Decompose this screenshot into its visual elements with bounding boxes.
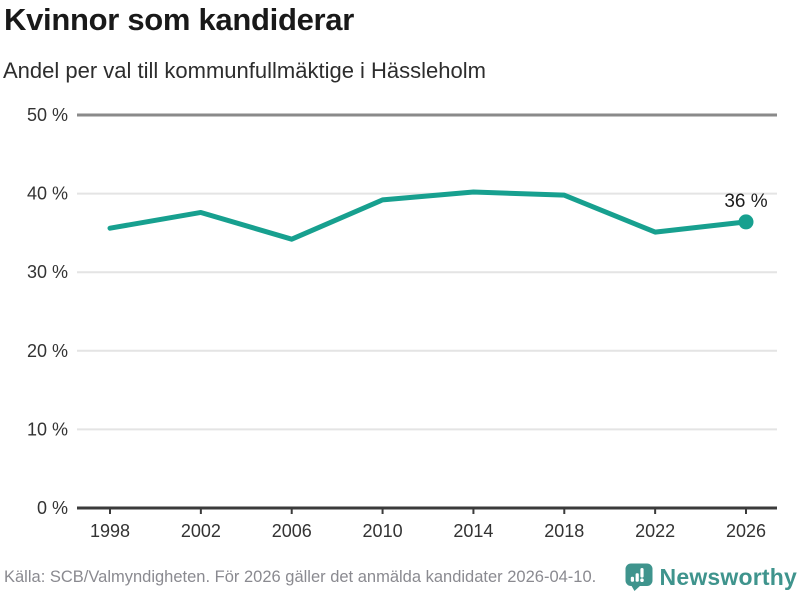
x-tick-label: 1998 <box>90 521 130 541</box>
x-tick-label: 2010 <box>363 521 403 541</box>
chart-title: Kvinnor som kandiderar <box>4 2 354 37</box>
y-tick-label: 50 % <box>27 105 68 125</box>
newsworthy-logo: Newsworthy <box>625 563 797 591</box>
x-tick-label: 2018 <box>544 521 584 541</box>
x-tick-label: 2026 <box>726 521 766 541</box>
y-tick-label: 30 % <box>27 262 68 282</box>
y-tick-label: 0 % <box>37 498 68 518</box>
chart-subtitle: Andel per val till kommunfullmäktige i H… <box>3 58 486 83</box>
chart-footer: Källa: SCB/Valmyndigheten. För 2026 gäll… <box>0 555 800 600</box>
x-tick-label: 2014 <box>453 521 493 541</box>
line-chart: 0 % 10 % 20 % 30 % 40 % 50 % 1998 2002 2006 2010 2… <box>27 105 777 541</box>
x-tick-label: 2002 <box>181 521 221 541</box>
end-point-dot <box>738 214 754 230</box>
end-value-label: 36 % <box>724 191 767 212</box>
x-tick-label: 2022 <box>635 521 675 541</box>
newsworthy-chart-bubble-icon <box>625 563 653 591</box>
y-tick-label: 10 % <box>27 419 68 439</box>
y-tick-label: 20 % <box>27 341 68 361</box>
data-series-line <box>107 189 749 242</box>
source-note: Källa: SCB/Valmyndigheten. För 2026 gäll… <box>4 568 597 586</box>
x-tick-label: 2006 <box>272 521 312 541</box>
newsworthy-wordmark: Newsworthy <box>659 563 797 590</box>
y-tick-label: 40 % <box>27 184 68 204</box>
